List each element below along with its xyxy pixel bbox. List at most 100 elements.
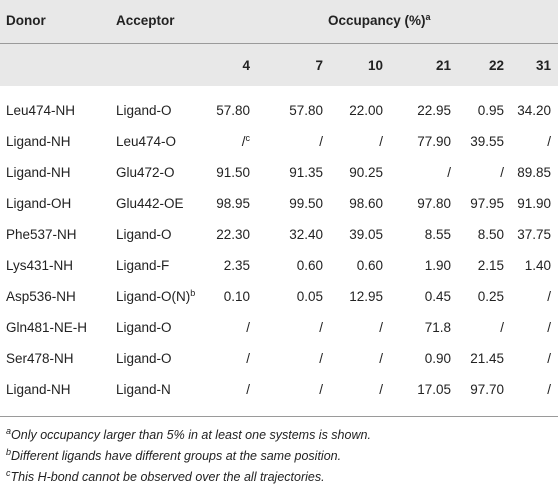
occupancy-cell: 91.35: [289, 165, 323, 180]
occupancy-cell: 77.90: [417, 134, 451, 149]
occupancy-cell: 0.45: [424, 289, 451, 304]
occupancy-cell: /: [547, 351, 551, 366]
header-divider: [0, 43, 558, 44]
occupancy-cell: 97.70: [470, 382, 504, 397]
footnote-mark: b: [6, 447, 12, 457]
occupancy-cell: 0.25: [477, 289, 504, 304]
occupancy-cell: /: [547, 134, 551, 149]
occupancy-cell: 34.20: [517, 103, 551, 118]
system-header: 22: [488, 58, 504, 73]
occupancy-cell: 97.95: [470, 196, 504, 211]
acceptor-cell: Ligand-N: [116, 382, 171, 397]
donor-cell: Ligand-NH: [6, 165, 71, 180]
occupancy-cell: /: [379, 320, 383, 335]
occupancy-cell: 21.45: [470, 351, 504, 366]
occupancy-cell: 98.95: [216, 196, 250, 211]
occupancy-cell: 32.40: [289, 227, 323, 242]
occupancy-cell: 90.25: [349, 165, 383, 180]
occupancy-cell: /: [500, 320, 504, 335]
occupancy-cell: /: [246, 320, 250, 335]
footnote-mark: a: [6, 426, 12, 436]
occupancy-cell: 2.35: [223, 258, 250, 273]
occupancy-cell: /: [379, 134, 383, 149]
occupancy-cell: 57.80: [289, 103, 323, 118]
occupancy-cell: 12.95: [349, 289, 383, 304]
donor-cell: Gln481-NE-H: [6, 320, 88, 335]
occupancy-cell: /: [319, 134, 323, 149]
donor-cell: Ligand-NH: [6, 134, 71, 149]
occupancy-cell: 91.50: [216, 165, 250, 180]
occupancy-cell: /: [246, 382, 250, 397]
donor-cell: Asp536-NH: [6, 289, 76, 304]
occupancy-cell: 0.60: [296, 258, 323, 273]
occupancy-cell: /: [500, 165, 504, 180]
occupancy-cell: 37.75: [517, 227, 551, 242]
occupancy-cell: /: [246, 351, 250, 366]
occupancy-cell: 0.90: [424, 351, 451, 366]
acceptor-cell: Ligand-O: [116, 227, 172, 242]
donor-header: Donor: [6, 13, 46, 28]
occupancy-cell: /: [319, 320, 323, 335]
occupancy-cell: 0.60: [356, 258, 383, 273]
footnote-mark: c: [6, 468, 11, 478]
occupancy-cell: 71.8: [424, 320, 451, 335]
acceptor-cell: Leu474-O: [116, 134, 177, 149]
occupancy-cell: 89.85: [517, 165, 551, 180]
occupancy-cell: 91.90: [517, 196, 551, 211]
occupancy-cell: 17.05: [417, 382, 451, 397]
occupancy-cell: 8.55: [424, 227, 451, 242]
occupancy-cell: 0.10: [223, 289, 250, 304]
occupancy-cell: 98.60: [349, 196, 383, 211]
occupancy-cell: 22.95: [417, 103, 451, 118]
occupancy-cell: 57.80: [216, 103, 250, 118]
occupancy-cell: /: [547, 382, 551, 397]
donor-cell: Leu474-NH: [6, 103, 76, 118]
system-header: 7: [315, 58, 323, 73]
footnote: aOnly occupancy larger than 5% in at lea…: [6, 426, 371, 443]
system-header: 4: [242, 58, 250, 73]
occupancy-cell: /c: [241, 133, 251, 150]
table-bottom-rule: [0, 416, 558, 417]
occupancy-cell: 22.30: [216, 227, 250, 242]
acceptor-cell: Ligand-O: [116, 351, 172, 366]
donor-cell: Ligand-OH: [6, 196, 72, 211]
occupancy-cell: 1.40: [524, 258, 551, 273]
occupancy-cell: 39.05: [349, 227, 383, 242]
occupancy-cell: /: [379, 351, 383, 366]
occupancy-cell: 99.50: [289, 196, 323, 211]
occupancy-cell: /: [447, 165, 451, 180]
donor-cell: Ligand-NH: [6, 382, 71, 397]
acceptor-cell: Glu472-O: [116, 165, 175, 180]
occupancy-cell: /: [319, 351, 323, 366]
system-header: 31: [535, 58, 551, 73]
value-footnote-mark: c: [245, 133, 251, 143]
occupancy-cell: 97.80: [417, 196, 451, 211]
occupancy-cell: 8.50: [477, 227, 504, 242]
occupancy-cell: /: [319, 382, 323, 397]
system-header: 21: [435, 58, 451, 73]
donor-cell: Ser478-NH: [6, 351, 74, 366]
occupancy-cell: 39.55: [470, 134, 504, 149]
acceptor-cell: Ligand-F: [116, 258, 170, 273]
acceptor-cell: Ligand-O: [116, 320, 172, 335]
occupancy-cell: /: [379, 382, 383, 397]
footnote: cThis H-bond cannot be observed over the…: [6, 468, 325, 485]
acceptor-header: Acceptor: [116, 13, 175, 28]
occupancy-cell: 1.90: [424, 258, 451, 273]
occupancy-cell: 0.05: [296, 289, 323, 304]
acceptor-cell: Ligand-O: [116, 103, 172, 118]
occupancy-header: Occupancy (%)a: [328, 12, 431, 29]
occupancy-cell: /: [547, 289, 551, 304]
occupancy-cell: 2.15: [477, 258, 504, 273]
footnote: bDifferent ligands have different groups…: [6, 447, 342, 464]
occupancy-cell: 0.95: [477, 103, 504, 118]
system-header: 10: [367, 58, 383, 73]
occupancy-footnote-mark: a: [425, 12, 431, 22]
acceptor-footnote-mark: b: [190, 288, 196, 298]
donor-cell: Lys431-NH: [6, 258, 74, 273]
acceptor-cell: Ligand-O(N)b: [116, 288, 196, 305]
occupancy-cell: 22.00: [349, 103, 383, 118]
acceptor-cell: Glu442-OE: [116, 196, 184, 211]
occupancy-cell: /: [547, 320, 551, 335]
